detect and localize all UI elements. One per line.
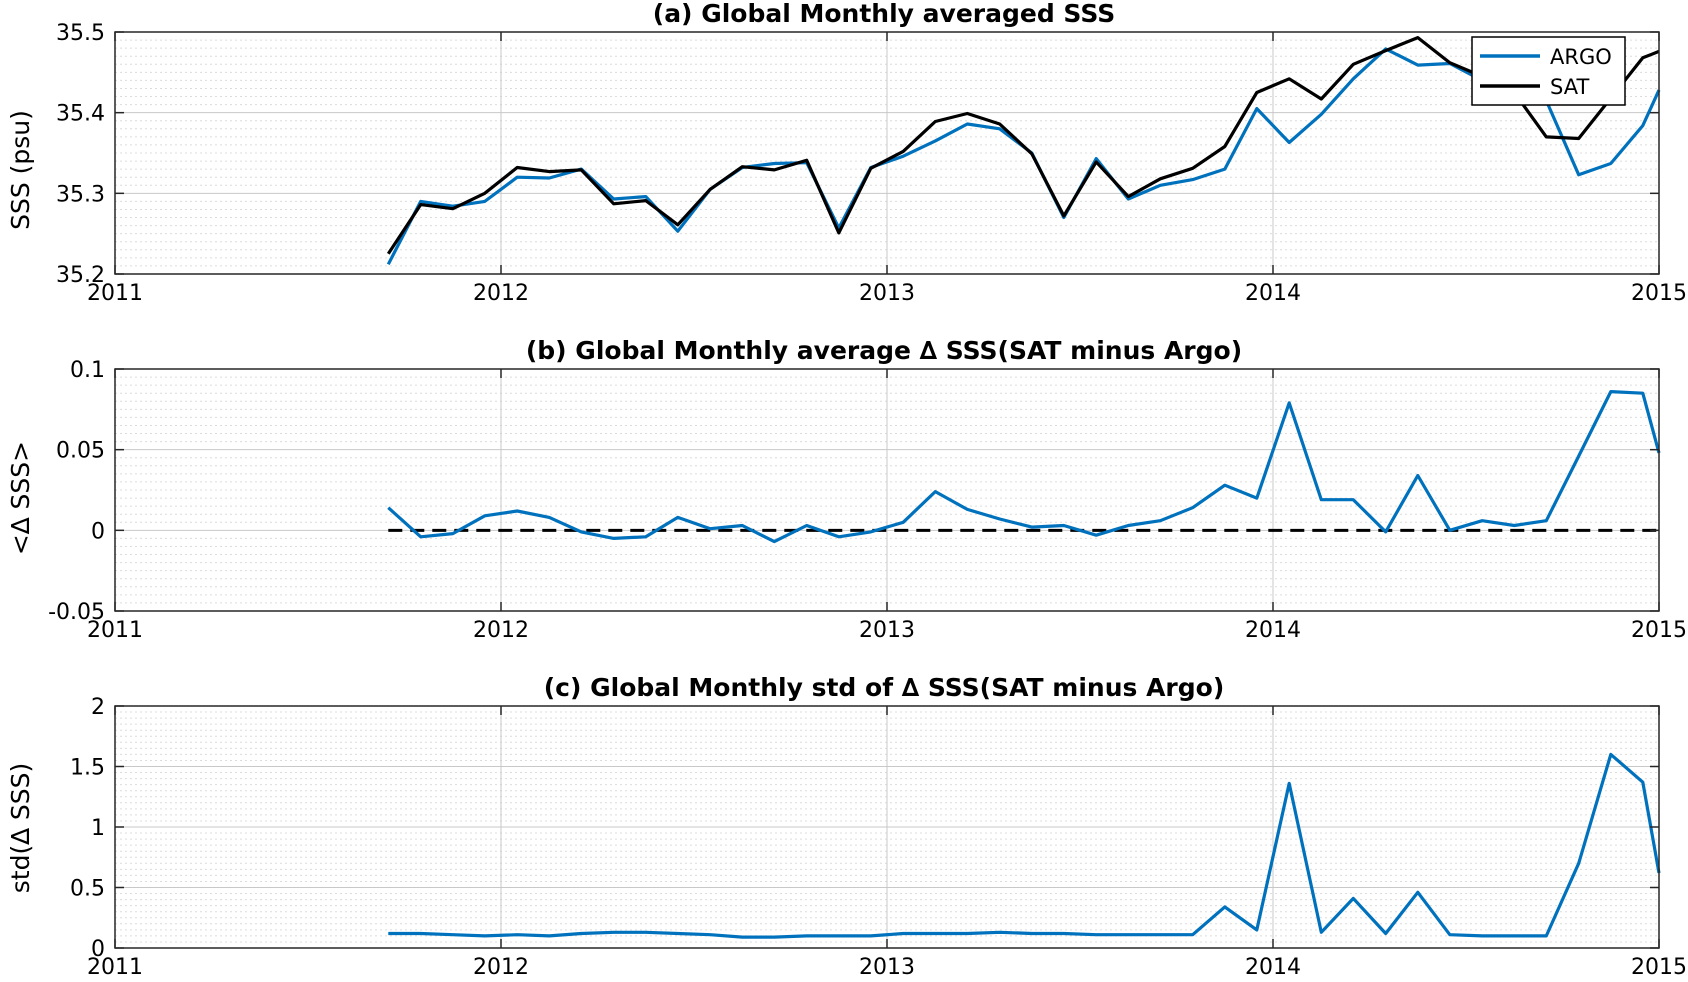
panel-b-y-tick-label: 0 [91,519,105,544]
panel-b-plot [387,390,1661,544]
panel-c-title: (c) Global Monthly std of ∆ SSS(SAT minu… [544,673,1225,702]
panel-a-x-tick-label: 2014 [1245,281,1301,306]
panel-a-x-tick-label: 2012 [473,281,529,306]
panel-a-x-tick-label: 2011 [87,281,143,306]
panel-b-ylabel: <∆ SSS> [6,441,35,555]
panel-c-x-tick-label: 2013 [859,955,915,980]
panel-c-ylabel: std(∆ SSS) [6,763,35,893]
panel-b: (b) Global Monthly average ∆ SSS(SAT min… [6,336,1687,643]
panel-b-x-tick-label: 2013 [859,618,915,643]
panel-c-series-delta-sss [388,752,1661,939]
panel-a-x-tick-label: 2013 [859,281,915,306]
panel-c-y-tick-label: 0 [91,937,105,962]
panel-c-y-tick-label: 2 [91,695,105,720]
panel-b-series-delta-sss [387,390,1661,544]
panel-c-grid [114,705,1660,949]
panel-b-x-tick-label: 2014 [1245,618,1301,643]
legend-label-argo: ARGO [1550,45,1612,69]
panel-b-x-tick-label: 2011 [87,618,143,643]
panel-a-plot [386,35,1661,266]
panel-b-axes: -0.05 0 0.05 0.1 2011 2012 2013 2014 2015 [48,358,1687,643]
panel-a-y-tick-label: 35.4 [56,102,105,127]
panel-a-y-tick-label: 35.5 [56,21,105,46]
legend-box [1471,36,1626,106]
panel-a-axes: 35.2 35.3 35.4 35.5 2011 2012 2013 2014 2015 [56,21,1687,306]
panel-a-title: (a) Global Monthly averaged SSS [653,0,1115,28]
panel-c-y-tick-label: 1 [91,816,105,841]
panel-c-x-tick-label: 2011 [87,955,143,980]
panel-b-title: (b) Global Monthly average ∆ SSS(SAT min… [526,336,1242,365]
panel-c-axes: 0 0.5 1 1.5 2 2011 2012 2013 2014 2015 [70,695,1687,980]
panel-a: (a) Global Monthly averaged SSS SSS (psu… [6,0,1687,306]
panel-c-y-tick-label: 0.5 [70,877,105,902]
legend-label-sat: SAT [1550,75,1589,99]
panel-a-grid [114,31,1660,275]
panel-b-y-tick-label: 0.1 [70,358,105,383]
panel-c-x-tick-label: 2015 [1631,955,1687,980]
panel-c: (c) Global Monthly std of ∆ SSS(SAT minu… [6,673,1687,980]
panel-a-ylabel: SSS (psu) [6,110,35,230]
panel-a-y-tick-label: 35.2 [56,263,105,288]
panel-a-y-tick-label: 35.3 [56,182,105,207]
panel-b-y-tick-label: -0.05 [48,600,105,625]
panel-c-x-tick-label: 2012 [473,955,529,980]
panel-b-x-tick-label: 2015 [1631,618,1687,643]
panel-c-plot [388,752,1661,939]
panel-c-y-tick-label: 1.5 [70,756,105,781]
panel-b-x-tick-label: 2012 [473,618,529,643]
panel-a-series-argo [386,47,1661,266]
panel-a-series-sat [386,35,1660,255]
panel-a-x-tick-label: 2015 [1631,281,1687,306]
panel-b-y-tick-label: 0.05 [56,439,105,464]
legend: ARGO SAT [1471,36,1626,106]
panel-c-x-tick-label: 2014 [1245,955,1301,980]
